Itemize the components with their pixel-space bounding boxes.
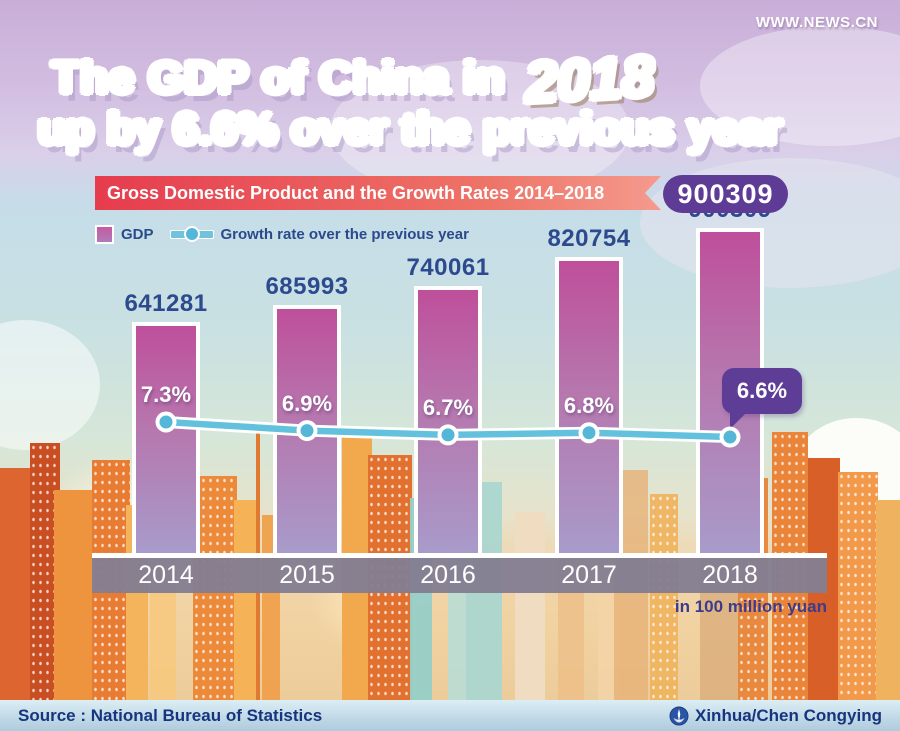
gdp-2018-value-badge: 900309 xyxy=(663,175,788,213)
x-axis-line xyxy=(92,553,827,558)
building-shape xyxy=(515,512,545,701)
gdp-bar-2017 xyxy=(555,257,623,553)
gdp-value-label-2014: 641281 xyxy=(124,290,208,317)
building-shape xyxy=(650,494,678,701)
gdp-value-label-2015: 685993 xyxy=(265,273,349,300)
x-axis-label-2014: 2014 xyxy=(138,561,194,589)
credit-text: Xinhua/Chen Congying xyxy=(695,705,882,725)
building-shape xyxy=(838,472,878,701)
cloud-shape xyxy=(700,26,900,146)
growth-rate-label-2015: 6.9% xyxy=(281,390,333,416)
x-axis-band xyxy=(92,557,827,593)
growth-rate-label-2016: 6.7% xyxy=(422,394,474,420)
gdp-bar-2015 xyxy=(273,305,341,553)
chart-title-text: Gross Domestic Product and the Growth Ra… xyxy=(107,183,605,203)
source-text: Source : National Bureau of Statistics xyxy=(18,705,323,725)
growth-legend-label: Growth rate over the previous year xyxy=(220,225,469,243)
building-shape xyxy=(234,500,260,701)
growth-rate-label-2014: 7.3% xyxy=(140,382,192,407)
gdp-legend-swatch xyxy=(95,224,114,244)
unit-note: in 100 million yuan xyxy=(674,597,827,616)
growth-line-legend-symbol xyxy=(169,226,214,242)
gdp-value-label-2016: 740061 xyxy=(406,254,490,281)
title-line1: The GDP of China in xyxy=(52,52,506,103)
building-shape xyxy=(54,490,96,701)
title-line2: up by 6.6% over the previous year xyxy=(38,103,783,154)
chart-title-banner: Gross Domestic Product and the Growth Ra… xyxy=(95,176,661,210)
x-axis-label-2018: 2018 xyxy=(702,561,758,589)
gdp-bar-2014 xyxy=(132,322,200,553)
growth-rate-bubble-2018: 6.6% xyxy=(722,368,802,430)
legend: GDP Growth rate over the previous year xyxy=(95,224,469,244)
website-url: WWW.NEWS.CN xyxy=(755,14,878,31)
x-axis-label-2016: 2016 xyxy=(420,561,476,589)
x-axis-label-2017: 2017 xyxy=(561,561,617,589)
building-shape xyxy=(876,500,900,701)
xinhua-logo-icon xyxy=(669,706,689,725)
gdp-value-label-2017: 820754 xyxy=(547,225,631,252)
gdp-legend-label: GDP xyxy=(121,225,154,243)
growth-rate-label-2017: 6.8% xyxy=(563,392,615,418)
footer-bar: Source : National Bureau of Statistics X… xyxy=(0,700,900,731)
x-axis-label-2015: 2015 xyxy=(279,561,335,589)
